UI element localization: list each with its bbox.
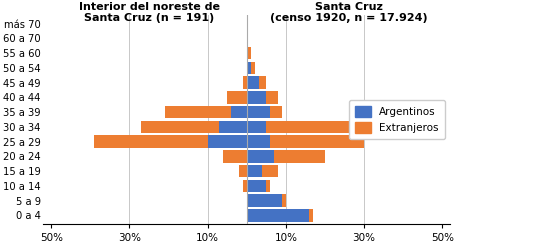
Bar — [95, 135, 208, 148]
Bar — [263, 165, 278, 177]
Bar — [247, 106, 270, 118]
Bar — [266, 180, 270, 192]
Bar — [266, 121, 360, 133]
Bar — [243, 76, 247, 89]
Bar — [247, 62, 251, 74]
Bar — [247, 135, 270, 148]
Bar — [247, 47, 251, 59]
Bar — [251, 62, 255, 74]
Bar — [258, 76, 266, 89]
Bar — [223, 150, 247, 163]
Bar — [141, 121, 220, 133]
Bar — [208, 135, 247, 148]
Bar — [247, 76, 258, 89]
Bar — [227, 91, 247, 104]
Bar — [247, 209, 309, 222]
Bar — [239, 165, 247, 177]
Bar — [309, 209, 313, 222]
Bar — [247, 91, 266, 104]
Text: Santa Cruz
(censo 1920, n = 17.924): Santa Cruz (censo 1920, n = 17.924) — [270, 1, 427, 23]
Bar — [282, 194, 286, 207]
Text: Interior del noreste de
Santa Cruz (n = 191): Interior del noreste de Santa Cruz (n = … — [78, 1, 220, 23]
Bar — [274, 150, 325, 163]
Bar — [247, 180, 266, 192]
Bar — [231, 106, 247, 118]
Bar — [220, 121, 247, 133]
Bar — [243, 180, 247, 192]
Bar — [270, 106, 282, 118]
Bar — [247, 194, 282, 207]
Bar — [165, 106, 231, 118]
Bar — [247, 121, 266, 133]
Bar — [247, 165, 263, 177]
Bar — [270, 135, 364, 148]
Legend: Argentinos, Extranjeros: Argentinos, Extranjeros — [349, 100, 445, 139]
Bar — [247, 150, 274, 163]
Bar — [266, 91, 278, 104]
